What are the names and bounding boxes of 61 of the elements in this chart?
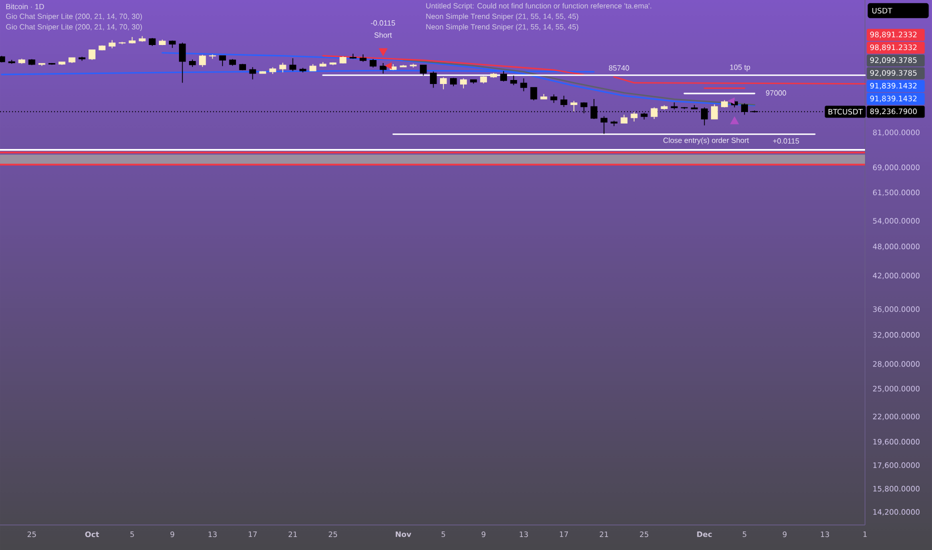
candlestick <box>630 111 638 122</box>
candlestick <box>550 94 558 104</box>
candlestick <box>289 58 296 72</box>
candlestick <box>239 64 246 71</box>
candlestick <box>490 72 497 78</box>
candlestick <box>500 70 508 82</box>
candlestick <box>420 64 427 76</box>
candlestick <box>620 114 628 124</box>
candlestick <box>168 40 176 48</box>
candlestick <box>650 107 658 120</box>
candlestick <box>610 120 618 127</box>
candlestick <box>530 86 538 101</box>
candlestick <box>570 100 578 112</box>
candlestick <box>741 102 748 116</box>
candlestick <box>400 64 407 68</box>
candlestick <box>380 62 387 74</box>
candlestick <box>199 54 206 68</box>
candlestick <box>269 66 276 74</box>
candlestick <box>680 106 688 110</box>
candlestick <box>540 94 548 100</box>
candlestick <box>370 58 377 68</box>
candlestick <box>58 61 66 66</box>
candlestick <box>108 40 116 49</box>
candlestick <box>430 71 437 88</box>
candlestick <box>410 63 417 68</box>
candlestick <box>98 44 106 51</box>
candlestick <box>450 78 457 87</box>
candlestick <box>600 116 608 134</box>
candlestick <box>78 56 86 62</box>
candlestick <box>279 62 286 73</box>
candlestick <box>229 58 236 66</box>
candlestick <box>560 95 568 108</box>
candlestick <box>330 62 336 66</box>
candlestick <box>38 62 46 66</box>
candlestick <box>480 76 487 84</box>
candlestick <box>209 54 216 60</box>
candlestick <box>178 42 186 84</box>
candlestick <box>88 49 96 60</box>
candlestick <box>440 76 447 90</box>
candlestick <box>219 55 226 66</box>
candlestick <box>460 78 467 89</box>
candlestick <box>470 79 477 84</box>
candlestick <box>721 100 728 108</box>
candlestick <box>320 62 326 68</box>
candlestick <box>138 36 146 42</box>
candlestick <box>690 104 698 110</box>
candlestick <box>189 59 196 68</box>
candlestick <box>520 78 528 92</box>
candlestick <box>360 54 366 62</box>
candlestick <box>118 42 126 45</box>
candlestick <box>148 38 156 46</box>
candlestick <box>48 62 56 66</box>
candlestick <box>309 64 316 72</box>
candlestick <box>299 67 306 73</box>
candlestick <box>350 53 356 60</box>
candlestick <box>340 56 346 64</box>
candlestick <box>711 104 718 120</box>
line-series <box>402 59 756 106</box>
candlestick <box>249 66 256 80</box>
candlestick <box>510 75 518 86</box>
candlestick <box>68 56 76 64</box>
